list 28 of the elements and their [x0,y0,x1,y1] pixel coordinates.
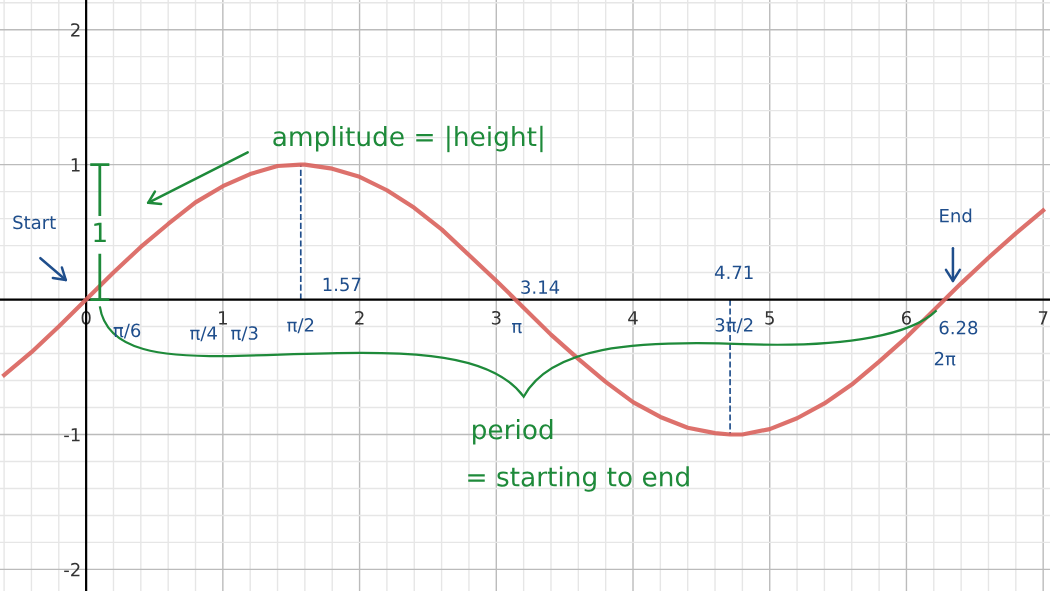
annotation: End [940,208,972,223]
annotation: 3.14 [521,280,560,294]
y-tick-label: 1 [71,158,80,172]
y-tick-label: -2 [64,562,80,577]
y-tick-label: 2 [71,23,80,37]
annotation: Start [13,215,56,230]
y-tick-label: -1 [64,428,80,442]
x-tick-label: 6 [901,310,912,325]
annotation: 4.71 [714,265,753,279]
annotation: π/6 [113,323,141,339]
x-tick-label: 5 [765,311,774,325]
x-tick-label: 7 [1038,311,1048,325]
annotation: π [512,322,522,334]
annotation: = starting to end [468,466,689,492]
annotation: π/2 [287,318,314,334]
annotation: 6.28 [939,320,978,335]
annotation: 3π/2 [715,318,753,334]
annotation: 1 [94,222,106,243]
annotation: 1.57 [323,277,361,292]
x-tick-label: 3 [491,310,501,325]
annotation: 2π [934,351,956,366]
annotation: amplitude = |height| [273,125,543,153]
x-tick-label: 2 [355,310,364,325]
x-tick-label: 4 [628,311,638,325]
annotation: π/4 [190,326,217,342]
annotation: π/3 [231,326,258,342]
annotation: period [473,419,553,445]
x-tick-label: 1 [219,311,227,325]
